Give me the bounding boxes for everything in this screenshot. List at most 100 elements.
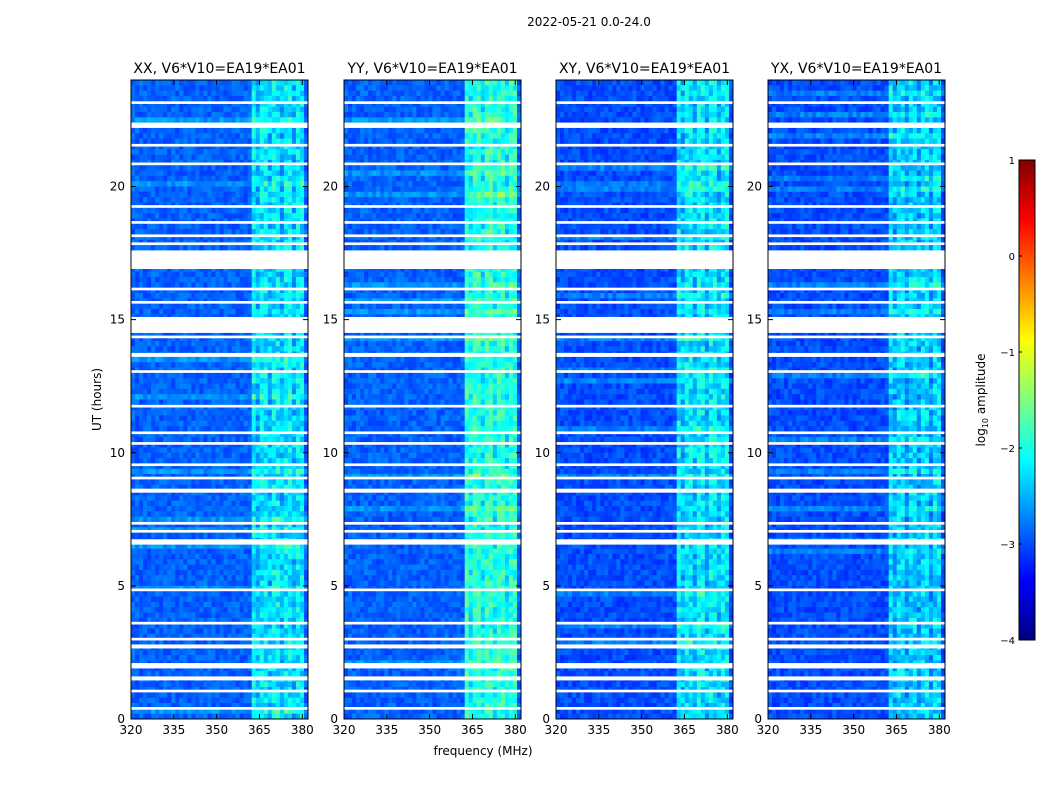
heatmap-cell: [279, 356, 285, 363]
heatmap-cell: [251, 223, 257, 230]
heatmap-cell: [191, 90, 196, 97]
heatmap-cell: [223, 490, 228, 496]
heatmap-cell: [271, 330, 277, 336]
heatmap-cell: [267, 80, 273, 86]
heatmap-cell: [291, 623, 297, 629]
heatmap-cell: [243, 559, 249, 565]
heatmap-cell: [287, 553, 293, 560]
heatmap-cell: [155, 468, 160, 475]
heatmap-cell: [207, 479, 212, 486]
heatmap-cell: [247, 591, 253, 597]
heatmap-cell: [195, 463, 200, 470]
heatmap-cell: [299, 516, 305, 523]
heatmap-cell: [287, 452, 293, 459]
heatmap-cell: [279, 346, 285, 352]
heatmap-cell: [287, 655, 293, 661]
heatmap-cell: [207, 447, 212, 454]
heatmap-cell: [287, 404, 293, 411]
heatmap-cell: [275, 213, 281, 219]
heatmap-cell: [139, 149, 144, 155]
heatmap-cell: [271, 165, 277, 171]
heatmap-cell: [155, 394, 160, 400]
heatmap-cell: [159, 149, 164, 155]
heatmap-cell: [259, 612, 265, 619]
heatmap-cell: [255, 506, 261, 512]
heatmap-cell: [155, 165, 160, 171]
heatmap-cell: [135, 623, 140, 629]
heatmap-cell: [267, 399, 273, 406]
heatmap-cell: [283, 266, 289, 273]
heatmap-cell: [143, 372, 148, 379]
heatmap-cell: [227, 90, 232, 97]
heatmap-cell: [259, 165, 265, 171]
heatmap-cell: [227, 553, 232, 560]
heatmap-cell: [163, 287, 168, 294]
heatmap-cell: [251, 293, 257, 299]
heatmap-cell: [299, 463, 305, 470]
heatmap-cell: [299, 154, 305, 161]
heatmap-cell: [175, 447, 180, 454]
heatmap-cell: [275, 665, 281, 672]
heatmap-cell: [303, 564, 308, 571]
heatmap-cell: [251, 191, 257, 198]
heatmap-cell: [151, 175, 156, 182]
heatmap-cell: [167, 410, 172, 416]
heatmap-cell: [187, 197, 192, 203]
heatmap-cell: [143, 633, 148, 640]
heatmap-cell: [155, 308, 160, 315]
heatmap-cell: [211, 580, 216, 587]
heatmap-cell: [159, 346, 164, 352]
heatmap-cell: [239, 431, 245, 438]
heatmap-cell: [151, 95, 156, 102]
heatmap-cell: [287, 191, 293, 198]
heatmap-cell: [291, 639, 297, 645]
heatmap-cell: [171, 500, 176, 507]
heatmap-cell: [147, 633, 152, 640]
heatmap-cell: [175, 665, 180, 672]
heatmap-cell: [299, 245, 305, 251]
heatmap-cell: [199, 191, 204, 198]
heatmap-cell: [147, 356, 152, 363]
heatmap-cell: [159, 463, 164, 470]
heatmap-cell: [135, 95, 140, 102]
heatmap-cell: [239, 372, 245, 379]
heatmap-cell: [227, 362, 232, 368]
heatmap-cell: [267, 543, 273, 550]
heatmap-cell: [167, 293, 172, 299]
heatmap-cell: [151, 479, 156, 486]
heatmap-cell: [203, 170, 208, 177]
heatmap-cell: [263, 617, 269, 624]
heatmap-cell: [299, 415, 305, 422]
heatmap-cell: [303, 234, 308, 241]
heatmap-cell: [227, 154, 232, 161]
heatmap-cell: [159, 165, 164, 171]
heatmap-cell: [171, 181, 176, 187]
heatmap-cell: [243, 447, 249, 454]
heatmap-cell: [295, 303, 301, 310]
heatmap-cell: [279, 399, 285, 406]
heatmap-cell: [155, 101, 160, 108]
heatmap-cell: [263, 447, 269, 454]
heatmap-cell: [135, 559, 140, 565]
heatmap-cell: [255, 95, 261, 102]
heatmap-cell: [291, 671, 297, 677]
heatmap-cell: [287, 410, 293, 416]
heatmap-cell: [259, 282, 265, 289]
heatmap-cell: [227, 580, 232, 587]
heatmap-cell: [287, 277, 293, 283]
heatmap-cell: [167, 564, 172, 571]
heatmap-cell: [147, 277, 152, 283]
heatmap-cell: [291, 596, 297, 603]
heatmap-cell: [151, 521, 156, 528]
heatmap-cell: [175, 149, 180, 155]
heatmap-cell: [131, 335, 136, 342]
heatmap-cell: [235, 207, 241, 214]
heatmap-cell: [211, 356, 216, 363]
heatmap-cell: [175, 117, 180, 124]
heatmap-cell: [131, 90, 136, 97]
heatmap-cell: [151, 426, 156, 432]
heatmap-cell: [203, 186, 208, 193]
heatmap-cell: [279, 197, 285, 203]
heatmap-cell: [259, 404, 265, 411]
heatmap-cell: [303, 484, 308, 491]
